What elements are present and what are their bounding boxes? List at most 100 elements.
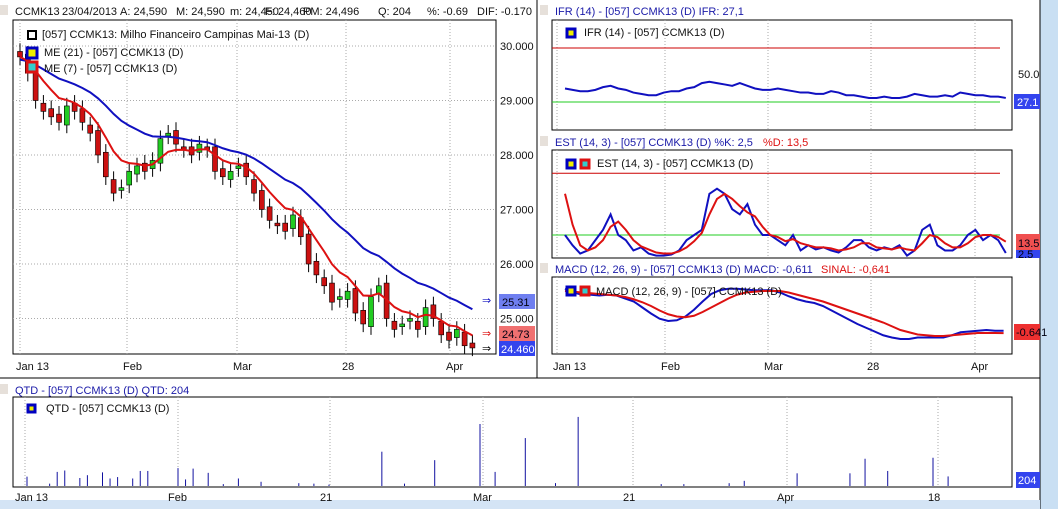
- candle-up: [422, 307, 429, 327]
- header-pct: %: -0.69: [427, 6, 468, 18]
- candle-up: [368, 296, 374, 327]
- candle-down: [313, 260, 320, 276]
- x-tick-label: 21: [320, 492, 332, 504]
- qtd-legend: QTD - [057] CCMK13 (D): [46, 403, 169, 415]
- candle-down: [40, 102, 47, 112]
- y-tick-label: 28.000: [500, 150, 534, 162]
- panel-grip[interactable]: [540, 263, 548, 273]
- macd-marker: [1014, 324, 1040, 340]
- x-tick-label: Apr: [777, 492, 794, 504]
- candle-down: [274, 222, 281, 227]
- y-tick-label: 25.000: [500, 314, 534, 326]
- macd-plot-area[interactable]: [551, 276, 1013, 355]
- panel-grip[interactable]: [540, 5, 548, 15]
- est-d-line: [564, 192, 1007, 255]
- legend-swatch-candles: [27, 30, 37, 40]
- arrow-icon: ⇒: [482, 328, 491, 340]
- x-tick-label: Mar: [233, 361, 252, 373]
- legend-swatch-k: [565, 158, 577, 170]
- macd-legend: MACD (12, 26, 9) - [057] CCMK13 (D): [596, 286, 782, 298]
- me7-marker-value: 24.73: [502, 329, 530, 341]
- macd-line: [564, 287, 1004, 340]
- est-k-line: [564, 187, 1007, 257]
- candle-up: [126, 171, 132, 186]
- legend-swatch-signal: [579, 285, 591, 297]
- ifr-plot-area[interactable]: [551, 19, 1013, 131]
- x-tick-label: Apr: [446, 361, 463, 373]
- x-tick-label: Mar: [473, 492, 492, 504]
- right-frame: [1040, 0, 1058, 509]
- est-d-marker-value: 13.5: [1018, 238, 1039, 250]
- me7-line: [19, 56, 473, 337]
- x-tick-label: Feb: [168, 492, 187, 504]
- price-legend: [057] CCMK13: Milho Financeiro Campinas …: [25, 29, 309, 75]
- candle-down: [95, 130, 101, 156]
- panel-grip[interactable]: [0, 5, 8, 15]
- candle-down: [79, 108, 86, 123]
- legend-period: (D): [294, 29, 309, 41]
- ifr-marker-value: 27.1: [1017, 97, 1038, 109]
- candle-down: [48, 108, 55, 118]
- qtd-plot-area[interactable]: [12, 396, 1013, 488]
- x-tick-label: Jan 13: [553, 361, 586, 373]
- candle-down: [258, 190, 265, 210]
- panel-grip[interactable]: [0, 384, 8, 394]
- candle-down: [430, 304, 437, 319]
- candle-down: [414, 320, 421, 330]
- candle-up: [399, 323, 406, 327]
- candle-down: [282, 222, 289, 232]
- x-tick-label: Feb: [661, 361, 680, 373]
- header-dif: DIF: -0.170: [477, 6, 532, 18]
- candle-up: [336, 296, 343, 300]
- legend-swatch-macd: [565, 285, 577, 297]
- candle-up: [196, 143, 203, 153]
- legend-swatch-qtd: [26, 403, 37, 414]
- candle-up: [64, 105, 70, 126]
- candle-down: [110, 179, 117, 194]
- candle-down: [220, 168, 226, 178]
- y-tick-label: 29.000: [500, 96, 534, 108]
- candle-up: [227, 171, 234, 180]
- sinal-line: [564, 290, 1004, 337]
- candle-down: [391, 320, 398, 330]
- ifr-line: [564, 80, 1006, 99]
- last-price-marker-value: 24.460: [501, 344, 535, 356]
- price-header: CCMK13 23/04/2013 A: 24,590 M: 24,590 m:…: [15, 6, 532, 18]
- est-header-d: %D: 13,5: [763, 137, 808, 149]
- candle-up: [453, 329, 460, 338]
- legend-swatch-ifr: [565, 27, 577, 39]
- header-low: m: 24,450: [230, 6, 279, 18]
- y-tick-label: 27.000: [500, 205, 534, 217]
- candle-up: [290, 214, 296, 229]
- candle-up: [157, 138, 164, 164]
- legend-me7: ME (7) - [057] CCMK13 (D): [44, 63, 177, 75]
- me21-marker-value: 25.31: [502, 297, 530, 309]
- x-tick-label: 21: [623, 492, 635, 504]
- candle-down: [352, 288, 359, 314]
- est-k-marker-value: 2.5: [1018, 249, 1033, 261]
- header-close: F: 24,460: [265, 6, 311, 18]
- macd-header: MACD (12, 26, 9) - [057] CCMK13 (D) MACD…: [555, 264, 813, 276]
- header-open: A: 24,590: [120, 6, 167, 18]
- legend-candles: [057] CCMK13: Milho Financeiro Campinas …: [42, 29, 290, 41]
- qtd-header: QTD - [057] CCMK13 (D) QTD: 204: [15, 385, 189, 397]
- header-high: M: 24,590: [176, 6, 225, 18]
- qtd-marker-value: 204: [1018, 475, 1036, 487]
- panel-grip[interactable]: [540, 136, 548, 146]
- x-tick-label: Mar: [764, 361, 783, 373]
- me21-line: [19, 58, 473, 311]
- candle-up: [407, 318, 413, 322]
- ifr-header: IFR (14) - [057] CCMK13 (D) IFR: 27,1: [555, 6, 744, 18]
- candle-down: [360, 310, 367, 325]
- last-price-marker: [499, 341, 535, 356]
- legend-swatch-me21: [25, 46, 39, 60]
- ifr-legend: IFR (14) - [057] CCMK13 (D): [584, 27, 725, 39]
- est-legend: EST (14, 3) - [057] CCMK13 (D): [597, 158, 753, 170]
- x-tick-label: Jan 13: [16, 361, 49, 373]
- candle-down: [266, 206, 273, 221]
- candle-down: [142, 162, 148, 172]
- candle-down: [17, 51, 23, 58]
- legend-swatch-me7: [25, 60, 39, 74]
- me21-marker: [499, 294, 535, 309]
- candle-down: [243, 162, 249, 178]
